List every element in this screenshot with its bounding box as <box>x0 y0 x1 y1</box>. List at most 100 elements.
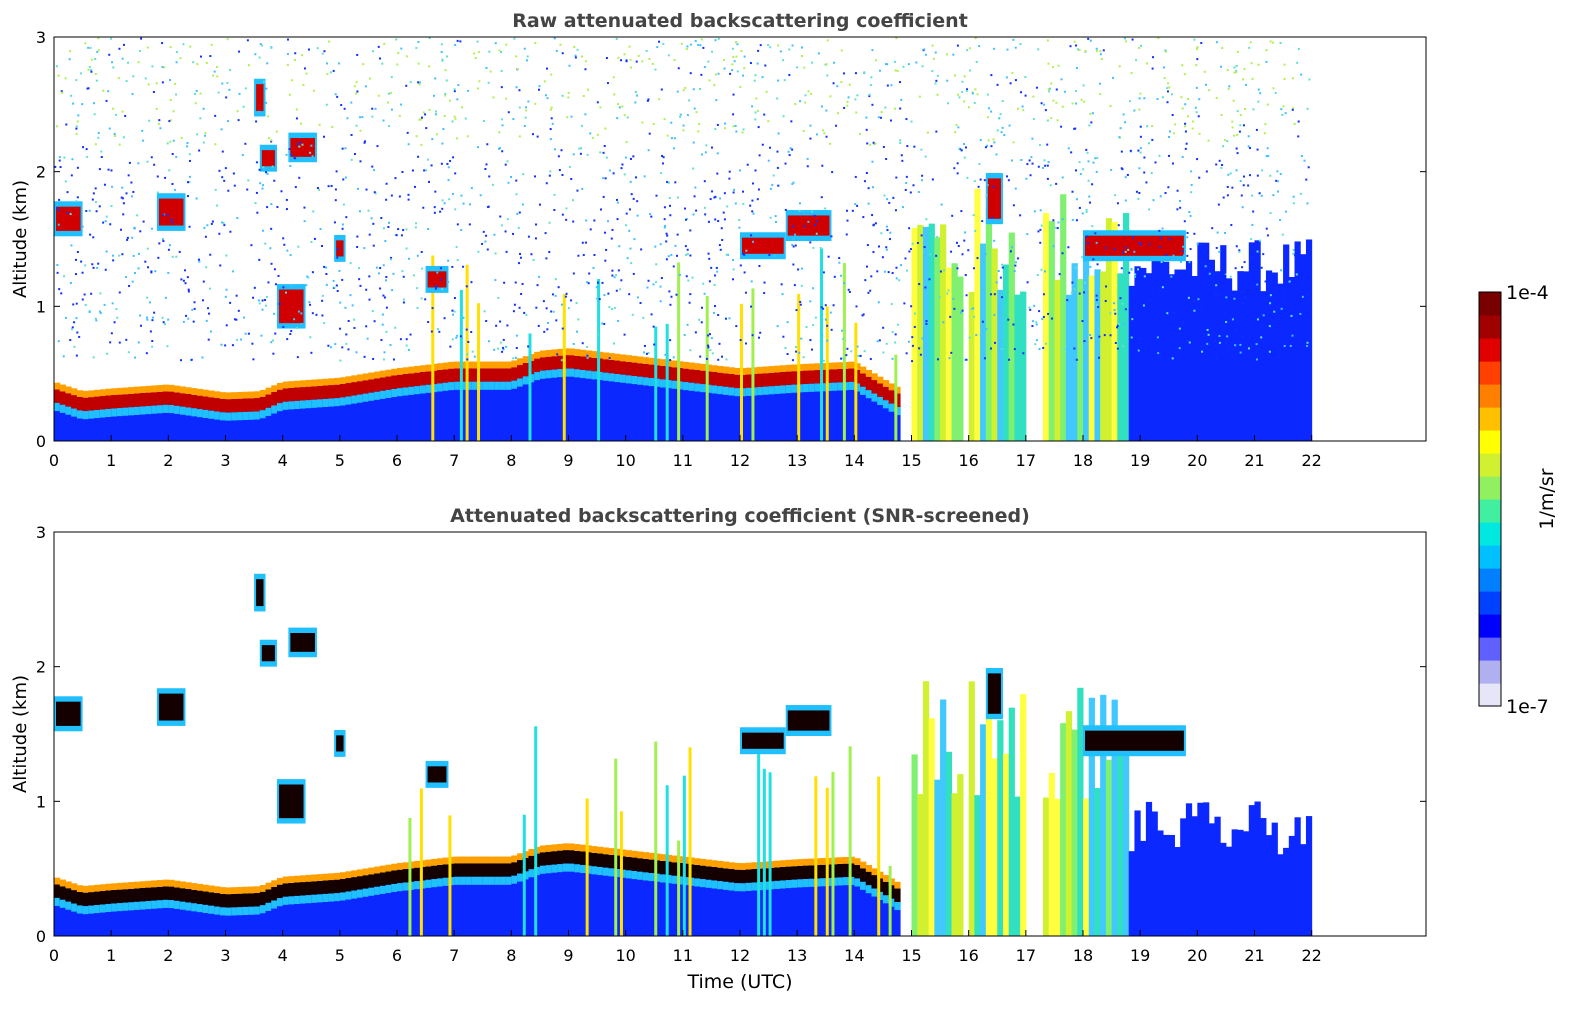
heatmap-cell <box>454 43 457 46</box>
heatmap-cell <box>187 288 190 291</box>
heatmap-cell <box>572 220 575 223</box>
heatmap-cell <box>254 53 257 56</box>
heatmap-cell <box>513 303 516 306</box>
heatmap-cell <box>510 176 513 178</box>
heatmap-cell <box>767 159 770 162</box>
heatmap-cell <box>705 296 709 441</box>
heatmap-cell <box>494 368 501 382</box>
heatmap-cell <box>776 166 779 169</box>
heatmap-cell <box>494 252 497 255</box>
heatmap-cell <box>209 55 212 58</box>
heatmap-cell <box>661 155 664 158</box>
heatmap-cell <box>1297 135 1300 138</box>
heatmap-cell <box>305 895 312 904</box>
heatmap-cell <box>1042 293 1045 296</box>
heatmap-cell <box>1235 147 1238 150</box>
heatmap-cell <box>1043 159 1046 162</box>
heatmap-cell <box>552 310 555 313</box>
heatmap-cell <box>917 224 924 441</box>
heatmap-cell <box>715 266 718 269</box>
heatmap-cell <box>1137 268 1140 271</box>
heatmap-cell <box>1016 107 1019 110</box>
heatmap-cell <box>692 141 695 144</box>
heatmap-cell <box>99 903 106 936</box>
heatmap-cell <box>231 392 238 399</box>
heatmap-cell <box>1082 100 1085 103</box>
heatmap-cell <box>595 297 598 300</box>
heatmap-cell <box>722 868 730 882</box>
heatmap-cell <box>128 882 135 889</box>
heatmap-cell <box>79 72 82 75</box>
heatmap-cell <box>1078 49 1081 52</box>
heatmap-cell <box>751 105 754 108</box>
heatmap-cell <box>219 398 226 413</box>
colorbar-swatch <box>1479 476 1501 500</box>
heatmap-cell <box>1070 291 1073 294</box>
heatmap-cell <box>637 356 644 364</box>
heatmap-cell <box>517 365 524 379</box>
heatmap-cell <box>442 381 449 441</box>
heatmap-cell <box>588 272 591 275</box>
heatmap-cell <box>1226 194 1229 197</box>
heatmap-cell <box>714 39 717 42</box>
heatmap-cell <box>602 867 610 876</box>
heatmap-cell <box>499 381 507 390</box>
heatmap-cell <box>859 354 862 357</box>
heatmap-cell <box>300 322 303 325</box>
heatmap-cell <box>162 879 169 887</box>
heatmap-cell <box>545 851 552 866</box>
heatmap-cell <box>888 390 895 404</box>
heatmap-cell <box>668 290 671 293</box>
heatmap-cell <box>864 279 867 282</box>
heatmap-cell <box>909 191 912 194</box>
heatmap-cell <box>671 862 678 876</box>
heatmap-cell <box>1090 337 1093 340</box>
heatmap-cell <box>153 311 156 314</box>
heatmap-cell <box>231 887 238 894</box>
heatmap-cell <box>115 308 118 311</box>
heatmap-cell <box>938 295 941 298</box>
heatmap-cell <box>124 275 127 278</box>
heatmap-cell <box>695 111 698 114</box>
heatmap-cell <box>659 359 667 366</box>
heatmap-cell <box>1265 270 1273 441</box>
heatmap-cell <box>112 66 115 69</box>
heatmap-cell <box>56 206 59 209</box>
heatmap-cell <box>538 275 541 278</box>
heatmap-cell <box>146 46 149 49</box>
heatmap-cell <box>1300 155 1303 158</box>
heatmap-cell <box>231 344 234 347</box>
x-tick-label: 13 <box>787 451 807 470</box>
heatmap-cell <box>203 226 206 229</box>
heatmap-cell <box>252 296 255 299</box>
heatmap-cell <box>665 366 672 381</box>
heatmap-cell <box>1028 159 1031 162</box>
heatmap-cell <box>910 120 913 123</box>
heatmap-cell <box>677 196 680 199</box>
heatmap-cell <box>757 373 764 388</box>
heatmap-cell <box>575 302 578 305</box>
heatmap-cell <box>636 296 639 299</box>
heatmap-cell <box>699 363 707 371</box>
raw-panel-title: Raw attenuated backscattering coefficien… <box>512 10 968 32</box>
heatmap-cell <box>1026 281 1029 284</box>
heatmap-cell <box>111 903 118 912</box>
heatmap-cell <box>679 115 682 118</box>
heatmap-cell <box>1234 328 1237 331</box>
heatmap-cell <box>59 384 66 392</box>
heatmap-cell <box>301 143 304 146</box>
heatmap-cell <box>764 64 767 67</box>
heatmap-cell <box>1150 172 1153 175</box>
heatmap-cell <box>433 211 436 214</box>
heatmap-cell <box>408 366 415 374</box>
heatmap-cell <box>416 287 419 290</box>
heatmap-cell <box>913 145 916 148</box>
heatmap-cell <box>1241 206 1244 209</box>
heatmap-cell <box>607 292 610 295</box>
heatmap-cell <box>385 275 388 278</box>
heatmap-cell <box>512 118 515 121</box>
heatmap-cell <box>328 40 331 43</box>
heatmap-cell <box>752 212 755 215</box>
heatmap-cell <box>448 815 452 936</box>
